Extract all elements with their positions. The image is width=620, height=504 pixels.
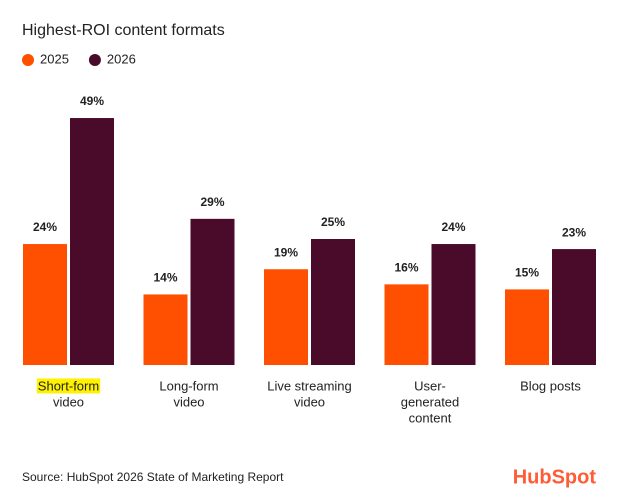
x-tick-label: Blog posts (520, 378, 581, 393)
bar (264, 269, 308, 365)
chart-title: Highest-ROI content formats (22, 22, 225, 39)
value-label: 19% (274, 245, 298, 259)
value-label: 25% (321, 215, 345, 229)
logo: HubSpot (513, 466, 597, 488)
legend-label: 2026 (107, 51, 136, 66)
x-tick-label: Short-form (38, 378, 99, 393)
x-tick-label: content (409, 410, 452, 425)
value-label: 15% (515, 266, 539, 280)
bar (431, 244, 476, 365)
highlight (36, 378, 101, 394)
bar (552, 249, 596, 365)
bar (70, 118, 114, 365)
value-label: 24% (441, 220, 465, 234)
x-tick-label: generated (401, 394, 460, 409)
value-label: 16% (394, 261, 418, 275)
source: Source: HubSpot 2026 State of Marketing … (22, 470, 284, 484)
bar (311, 239, 355, 365)
bar (384, 284, 429, 365)
bar (23, 244, 67, 365)
value-label: 24% (33, 220, 57, 234)
value-label: 29% (200, 195, 224, 209)
legend-swatch (22, 54, 34, 66)
x-tick-label: Live streaming (267, 378, 352, 393)
bar (143, 294, 188, 365)
value-label: 49% (80, 94, 104, 108)
legend-swatch (88, 54, 101, 66)
x-tick-label: User- (414, 378, 446, 393)
x-tick-label: video (294, 394, 325, 409)
bar (190, 218, 235, 365)
bar (505, 289, 549, 365)
x-tick-label: video (53, 394, 84, 409)
value-label: 14% (153, 271, 177, 285)
x-tick-label: Long-form (159, 378, 218, 393)
value-label: 23% (562, 225, 586, 239)
legend-label: 2025 (40, 51, 69, 66)
x-tick-label: video (173, 394, 204, 409)
